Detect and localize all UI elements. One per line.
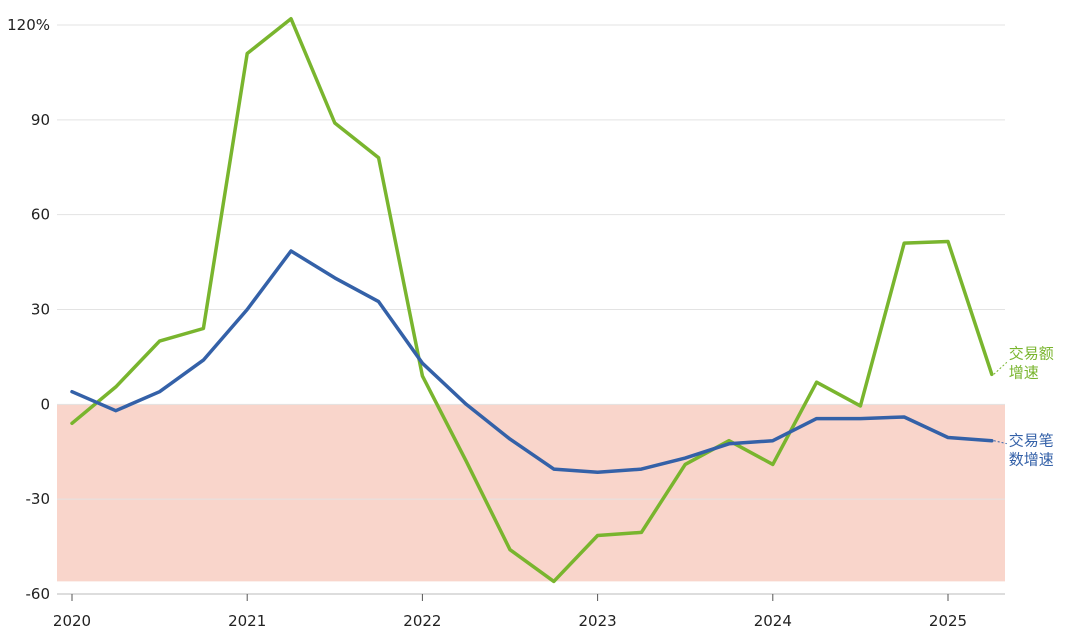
series-label-line: 交易笔 [1009,432,1054,450]
negative-region-layer [57,404,1005,582]
y-tick-label: 0 [40,395,50,413]
x-axis-ticks: 2020 2021 2022 2023 2024 2025 [53,594,967,630]
series-label-leader [993,361,1008,375]
y-tick-label: -30 [26,490,51,508]
negative-region [57,404,1005,582]
series-label: 交易笔数增速 [1009,432,1054,469]
y-tick-label: -60 [26,585,51,603]
series-label-line: 增速 [1009,363,1039,381]
y-tick-label: 60 [31,206,50,224]
y-tick-label: 90 [31,111,50,129]
x-tick-label: 2021 [228,612,266,630]
x-tick-label: 2025 [929,612,967,630]
series-label-line: 数增速 [1009,451,1054,469]
series-label-line: 交易额 [1009,344,1054,362]
x-tick-label: 2024 [754,612,792,630]
series-line-transaction-count-growth [70,249,994,475]
x-tick-label: 2022 [403,612,441,630]
series-label: 交易额增速 [1009,344,1054,381]
x-tick-label: 2020 [53,612,91,630]
series-line-transaction-amount-growth [70,16,994,584]
y-tick-label: 30 [31,301,50,319]
series-lines [70,16,994,584]
gridlines [57,24,1005,595]
x-tick-label: 2023 [579,612,617,630]
y-tick-label: 120% [7,16,50,34]
y-axis-ticks: 120% 90 60 30 0 -30 -60 [7,16,50,603]
